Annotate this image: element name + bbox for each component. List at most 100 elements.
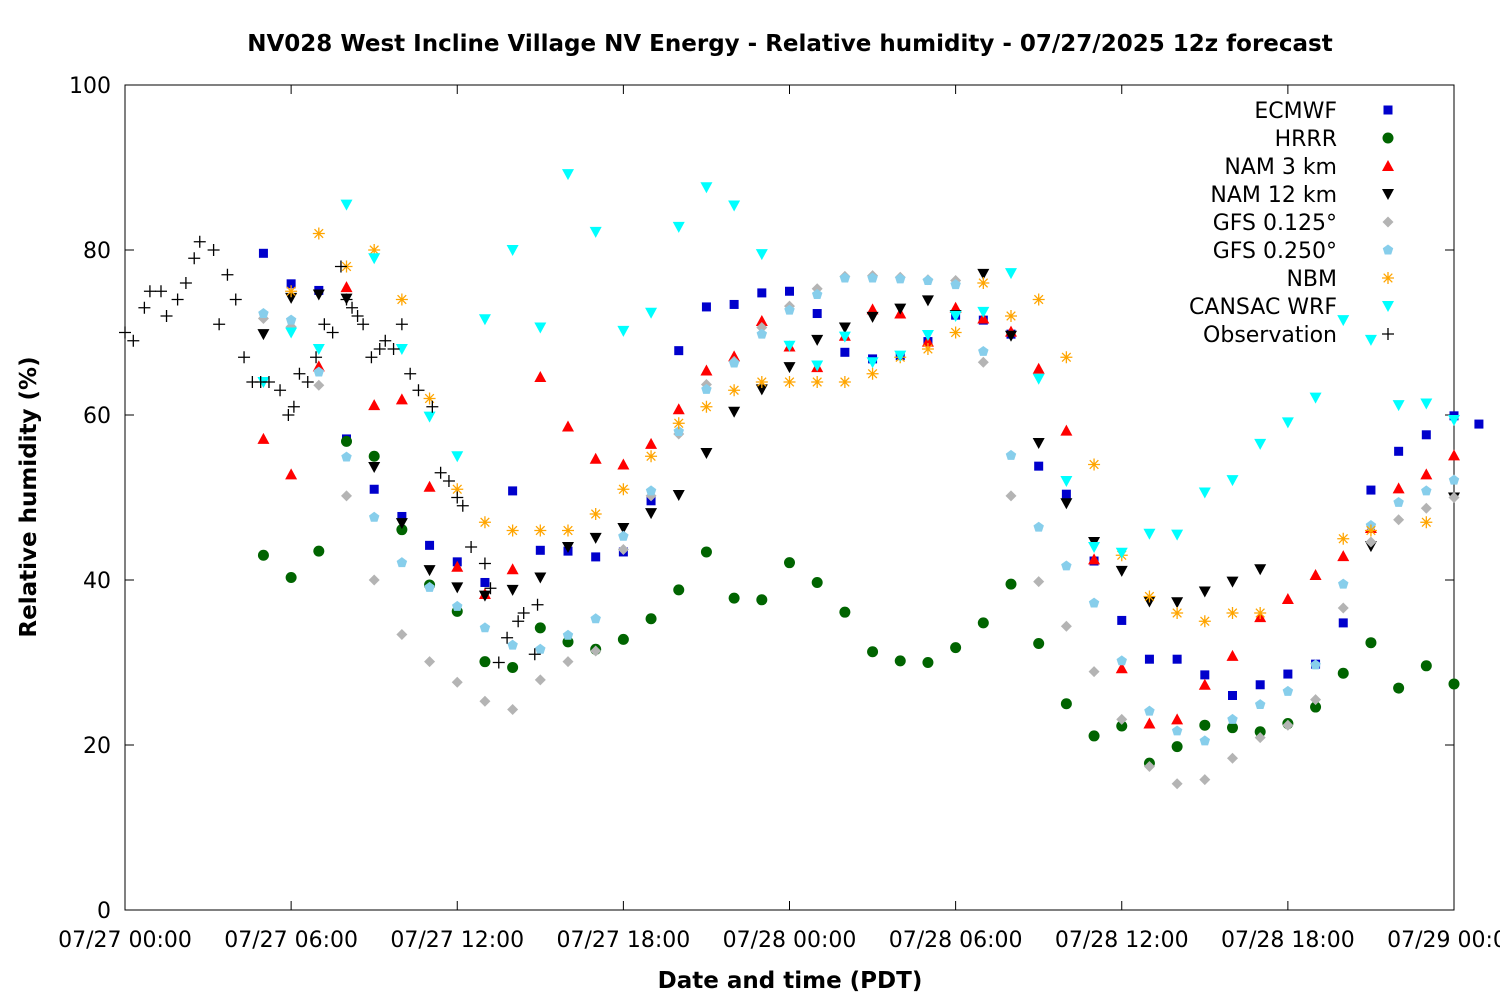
data-point-hrrr xyxy=(811,576,823,588)
data-point-observation xyxy=(346,301,359,314)
data-point-observation xyxy=(318,318,331,331)
data-point-gfs-0-125 xyxy=(562,656,574,668)
data-point-hrrr xyxy=(1254,726,1266,738)
data-point-nam-12-km xyxy=(921,295,934,307)
data-point-gfs-0-125 xyxy=(1365,536,1377,548)
data-point-gfs-0-250 xyxy=(1199,735,1211,746)
data-point-gfs-0-125 xyxy=(1060,620,1072,632)
data-point-gfs-0-250 xyxy=(535,643,546,654)
legend-marker-gfs-0-125 xyxy=(1382,216,1394,228)
data-point-ecmwf xyxy=(1255,680,1265,690)
data-point-nbm xyxy=(1226,607,1239,619)
data-point-cansac-wrf xyxy=(534,322,547,334)
y-tick-label: 40 xyxy=(83,569,111,594)
data-point-ecmwf xyxy=(785,286,794,296)
data-point-gfs-0-125 xyxy=(1282,719,1294,731)
data-point-observation xyxy=(293,367,306,380)
data-point-ecmwf xyxy=(535,545,545,555)
legend-entry-ecmwf: ECMWF xyxy=(1254,99,1393,124)
axes: 07/27 00:00 07/27 06:00 07/27 12:00 07/27 1… xyxy=(58,74,1500,953)
data-point-observation xyxy=(287,400,300,413)
data-point-ecmwf xyxy=(1200,670,1210,680)
data-point-observation xyxy=(531,598,544,611)
data-point-nam-12-km xyxy=(1226,576,1239,588)
data-point-nam-3-km xyxy=(1226,649,1239,661)
data-point-observation xyxy=(484,582,497,595)
data-point-gfs-0-250 xyxy=(618,530,629,541)
legend-entry-nam-3-km: NAM 3 km xyxy=(1224,155,1394,180)
data-point-cansac-wrf xyxy=(755,249,768,261)
data-point-hrrr xyxy=(368,450,380,462)
data-point-cansac-wrf xyxy=(728,200,741,212)
data-point-ecmwf xyxy=(1421,430,1431,440)
legend-label: NAM 12 km xyxy=(1210,183,1337,208)
data-point-observation xyxy=(138,301,151,314)
data-point-hrrr xyxy=(534,622,546,634)
data-point-nam-12-km xyxy=(728,406,741,418)
data-point-hrrr xyxy=(1005,578,1017,590)
legend-label: GFS 0.250° xyxy=(1213,239,1337,264)
legend-marker-cansac-wrf xyxy=(1382,301,1394,312)
data-point-ecmwf xyxy=(1228,691,1237,700)
data-point-gfs-0-125 xyxy=(534,674,546,686)
data-point-cansac-wrf xyxy=(894,350,907,362)
data-point-nbm xyxy=(478,516,491,529)
x-tick-label: 07/27 06:00 xyxy=(224,928,358,953)
data-point-nbm xyxy=(1143,590,1156,603)
x-tick-label: 07/27 18:00 xyxy=(556,928,690,953)
data-point-nam-3-km xyxy=(949,301,962,313)
data-point-nbm xyxy=(949,326,962,339)
data-point-gfs-0-125 xyxy=(617,543,629,555)
data-point-cansac-wrf xyxy=(811,360,824,372)
data-point-ecmwf xyxy=(1117,615,1127,625)
data-point-nbm xyxy=(645,450,658,463)
data-point-hrrr xyxy=(257,549,269,561)
data-point-nam-3-km xyxy=(1448,449,1460,461)
x-tick-label: 07/27 00:00 xyxy=(58,928,192,953)
data-point-gfs-0-250 xyxy=(978,345,989,356)
data-point-ecmwf xyxy=(812,309,822,319)
data-point-observation xyxy=(478,557,491,570)
data-point-gfs-0-250 xyxy=(811,289,823,299)
legend-entry-hrrr: HRRR xyxy=(1275,127,1394,152)
data-point-nam-12-km xyxy=(285,292,298,304)
data-point-cansac-wrf xyxy=(1198,487,1211,499)
x-tick-label: 07/27 12:00 xyxy=(390,928,524,953)
data-point-nbm xyxy=(1060,351,1073,364)
data-point-nam-12-km xyxy=(645,508,658,520)
data-point-observation xyxy=(221,268,234,281)
data-point-nam-12-km xyxy=(1032,438,1045,450)
data-point-ecmwf xyxy=(1172,654,1182,664)
data-point-nam-3-km xyxy=(589,452,602,464)
data-point-nam-3-km xyxy=(312,360,325,372)
data-point-ecmwf xyxy=(701,302,711,312)
data-point-nam-3-km xyxy=(1198,678,1211,690)
data-point-observation xyxy=(154,285,167,298)
data-point-nam-3-km xyxy=(617,458,630,470)
data-point-nbm xyxy=(562,524,574,537)
data-point-ecmwf xyxy=(1061,489,1071,499)
data-point-hrrr xyxy=(839,606,851,618)
data-point-nbm xyxy=(728,384,741,397)
data-point-gfs-0-125 xyxy=(1171,778,1183,790)
data-point-nam-3-km xyxy=(921,335,934,347)
data-point-nbm xyxy=(617,483,630,496)
data-point-gfs-0-250 xyxy=(1254,699,1266,710)
data-point-nam-12-km xyxy=(1115,565,1128,577)
data-point-ecmwf xyxy=(1474,419,1484,429)
series-nam-3-km xyxy=(257,281,1460,729)
data-point-gfs-0-125 xyxy=(1420,502,1432,514)
data-point-gfs-0-250 xyxy=(507,639,518,650)
data-point-gfs-0-250 xyxy=(1033,521,1044,532)
data-point-observation xyxy=(492,656,505,669)
y-tick-label: 80 xyxy=(83,239,111,264)
data-point-gfs-0-125 xyxy=(1227,752,1238,764)
data-point-cansac-wrf xyxy=(506,245,519,256)
data-point-observation xyxy=(412,384,425,397)
data-point-observation xyxy=(340,293,353,306)
legend-marker-nbm xyxy=(1382,272,1394,284)
data-point-nam-12-km xyxy=(672,490,685,502)
legend-label: HRRR xyxy=(1275,127,1337,152)
data-point-gfs-0-250 xyxy=(1227,713,1238,724)
data-point-observation xyxy=(456,499,469,512)
